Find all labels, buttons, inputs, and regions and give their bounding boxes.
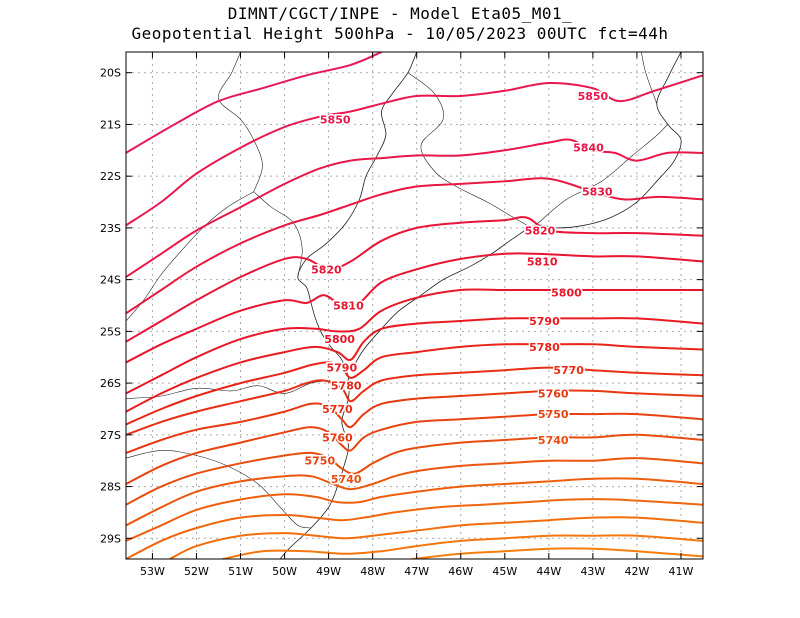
lon-tick-label: 48W [360, 565, 385, 578]
map-title-line1: DIMNT/CGCT/INPE - Model Eta05_M01_ [227, 4, 573, 23]
map-title-line2: Geopotential Height 500hPa - 10/05/2023 … [131, 24, 669, 43]
contour-label: 5760 [322, 431, 353, 444]
contour-labels: 5850 5850 5840 5830 5820 5820 5810 5810 5800 5800… [303, 88, 614, 487]
contour-label: 5810 [527, 256, 558, 269]
contour-5780 [126, 343, 703, 426]
height-contours [126, 52, 703, 559]
lon-tick-label: 52W [184, 565, 209, 578]
state-border [126, 450, 312, 529]
lat-tick-label: 20S [100, 67, 121, 80]
contour-5710 [126, 497, 703, 559]
lat-tick-label: 21S [100, 118, 121, 131]
lat-tick-label: 24S [100, 274, 121, 287]
lat-tick-label: 26S [100, 377, 121, 390]
map-frame [125, 51, 704, 560]
contour-5730 [126, 457, 703, 527]
lon-tick-label: 50W [272, 565, 297, 578]
contour-label: 5820 [311, 263, 342, 276]
lat-tick-label: 28S [100, 481, 121, 494]
contour-label: 5800 [324, 333, 355, 346]
lon-tick-label: 45W [492, 565, 517, 578]
lon-tick-label: 41W [669, 565, 694, 578]
lat-tick-label: 29S [100, 532, 121, 545]
contour-5820 [126, 216, 703, 343]
state-border [641, 52, 658, 104]
contour-label: 5740 [331, 473, 362, 486]
contour-5810 [126, 252, 703, 364]
contour-5760 [126, 389, 703, 454]
lat-tick-label: 27S [100, 429, 121, 442]
contour-label: 5850 [578, 90, 609, 103]
coastline [352, 52, 682, 368]
lat-tick-label: 23S [100, 222, 121, 235]
contour-label: 5750 [304, 455, 335, 468]
political-boundaries [126, 52, 682, 559]
contour-5790 [126, 317, 703, 413]
contour-label: 5770 [322, 403, 353, 416]
contour-5680 [411, 547, 703, 559]
lat-tick-label: 25S [100, 325, 121, 338]
lon-tick-label: 49W [316, 565, 341, 578]
contour-label: 5850 [320, 113, 351, 126]
lon-tick-label: 44W [536, 565, 561, 578]
lon-tick-label: 42W [624, 565, 649, 578]
contour-label: 5840 [573, 142, 604, 155]
contour-5700 [169, 516, 703, 559]
state-border [126, 191, 254, 322]
state-border [218, 52, 263, 192]
contour-5860 [126, 52, 383, 154]
contour-label: 5810 [333, 300, 364, 313]
contour-label: 5790 [327, 362, 358, 375]
state-border [535, 124, 669, 226]
contour-label: 5830 [582, 186, 613, 199]
contour-label: 5750 [538, 408, 569, 421]
contour-5770 [126, 366, 703, 436]
lat-tick-label: 22S [100, 170, 121, 183]
contour-label: 5820 [525, 224, 556, 237]
lon-tick-label: 46W [448, 565, 473, 578]
contour-label: 5780 [529, 341, 560, 354]
contour-5830 [126, 177, 703, 315]
coastline [279, 52, 418, 559]
lon-tick-label: 51W [228, 565, 253, 578]
contour-label: 5790 [529, 315, 560, 328]
lon-tick-label: 43W [580, 565, 605, 578]
contour-5840 [126, 138, 703, 278]
contour-label: 5800 [551, 287, 582, 300]
graticule [126, 52, 703, 559]
contour-5850 [126, 74, 703, 227]
axis-ticks: 53W 52W 51W 50W 49W 48W 47W 46W 45W 44W 43W 42W 41W 2… [100, 52, 703, 578]
contour-5720 [126, 477, 703, 542]
contour-5740 [126, 433, 703, 506]
lon-tick-label: 53W [140, 565, 165, 578]
contour-label: 5740 [538, 434, 569, 447]
contour-5750 [126, 412, 703, 485]
lon-tick-label: 47W [404, 565, 429, 578]
contour-5690 [221, 534, 703, 559]
contour-label: 5760 [538, 387, 569, 400]
contour-label: 5770 [553, 364, 584, 377]
contour-label: 5780 [331, 380, 362, 393]
state-border [407, 72, 527, 226]
contour-5800 [126, 288, 703, 395]
